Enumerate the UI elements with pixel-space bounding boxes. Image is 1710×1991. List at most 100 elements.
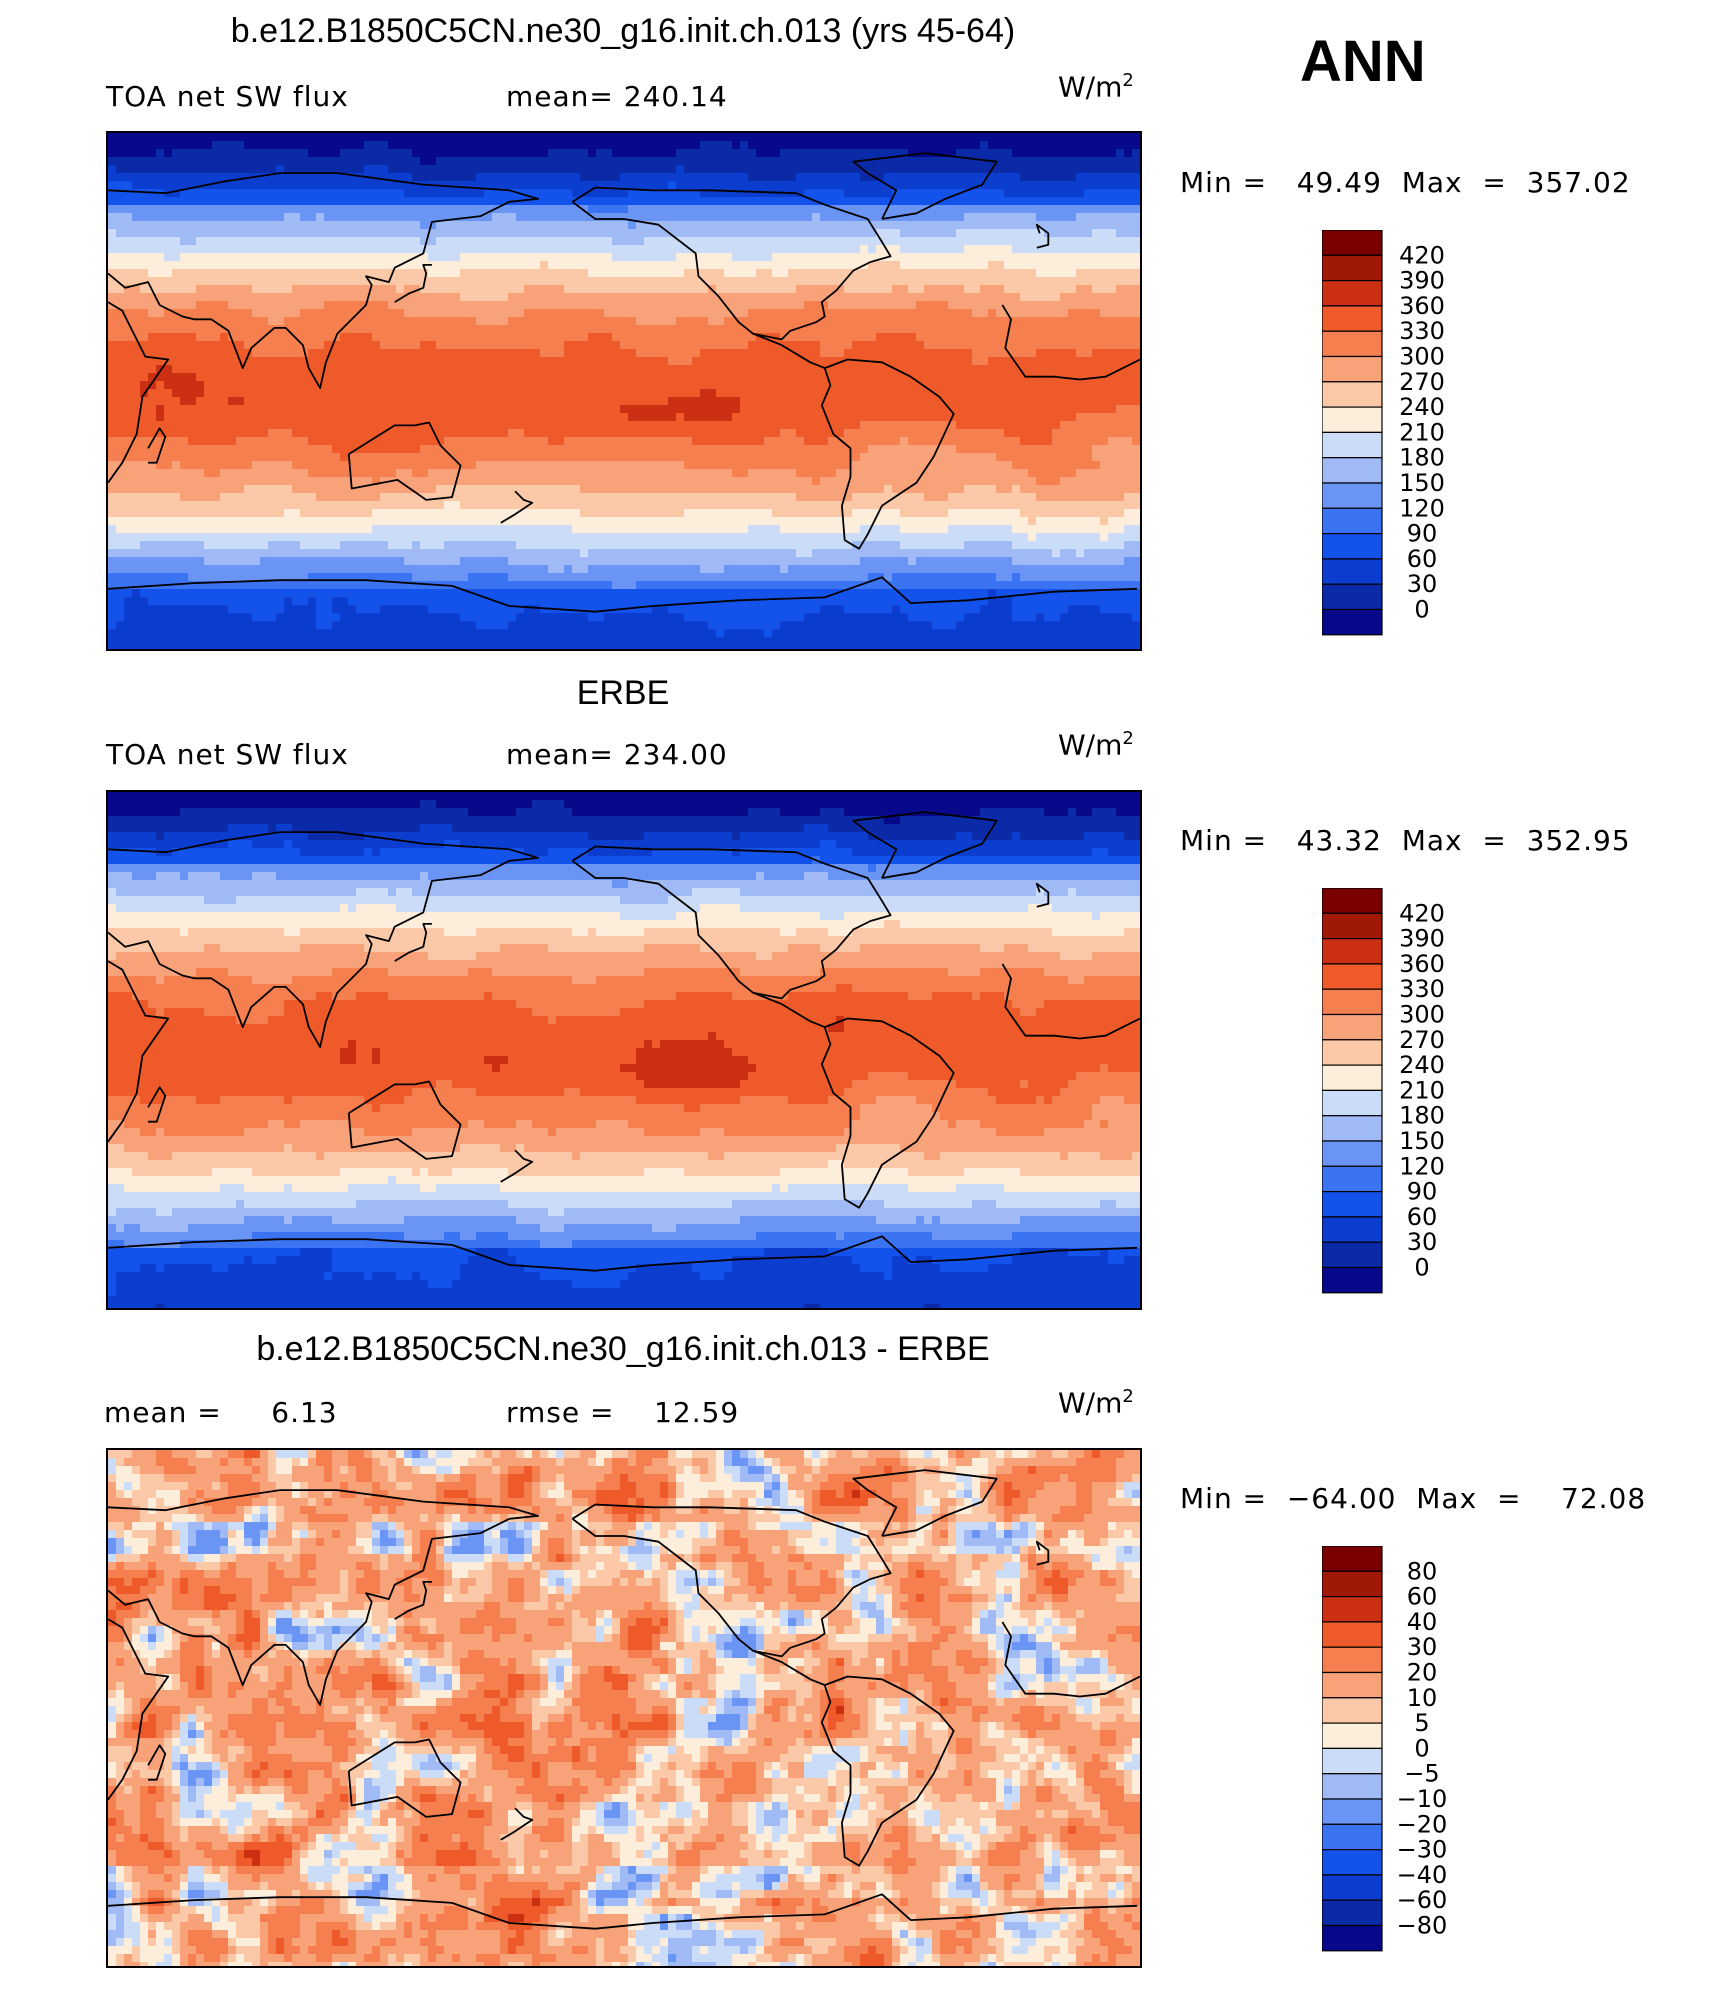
field-cell — [420, 405, 429, 414]
field-cell — [1028, 309, 1037, 318]
field-cell — [588, 389, 597, 398]
field-cell — [988, 269, 997, 278]
field-cell — [692, 389, 701, 398]
field-cell — [468, 429, 477, 438]
field-cell — [468, 165, 477, 174]
field-cell — [220, 349, 229, 358]
field-cell — [1052, 237, 1061, 246]
field-cell — [812, 261, 821, 270]
field-cell — [1108, 133, 1117, 142]
field-cell — [148, 333, 157, 342]
field-cell — [980, 397, 989, 406]
field-cell — [948, 205, 957, 214]
field-cell — [404, 365, 413, 374]
field-cell — [1012, 357, 1021, 366]
field-cell — [252, 205, 261, 214]
field-cell — [156, 181, 165, 190]
field-cell — [596, 197, 605, 206]
field-cell — [316, 397, 325, 406]
field-cell — [172, 181, 181, 190]
field-cell — [356, 357, 365, 366]
field-cell — [900, 141, 909, 150]
field-cell — [276, 421, 285, 430]
field-cell — [1100, 285, 1109, 294]
field-cell — [732, 301, 741, 310]
field-cell — [140, 365, 149, 374]
field-cell — [628, 149, 637, 158]
field-cell — [324, 245, 333, 254]
field-cell — [732, 309, 741, 318]
field-cell — [692, 381, 701, 390]
field-cell — [500, 189, 509, 198]
field-cell — [108, 189, 117, 198]
field-cell — [324, 261, 333, 270]
field-cell — [884, 285, 893, 294]
field-cell — [916, 245, 925, 254]
field-cell — [1012, 301, 1021, 310]
field-cell — [660, 229, 669, 238]
field-cell — [964, 405, 973, 414]
field-cell — [884, 189, 893, 198]
field-cell — [388, 381, 397, 390]
field-cell — [372, 213, 381, 222]
field-cell — [236, 365, 245, 374]
field-cell — [908, 293, 917, 302]
field-cell — [284, 349, 293, 358]
field-cell — [980, 325, 989, 334]
field-cell — [1092, 301, 1101, 310]
field-cell — [444, 157, 453, 166]
field-cell — [604, 341, 613, 350]
field-cell — [644, 205, 653, 214]
field-cell — [892, 141, 901, 150]
field-cell — [636, 405, 645, 414]
field-cell — [788, 365, 797, 374]
field-cell — [292, 349, 301, 358]
field-cell — [604, 157, 613, 166]
field-cell — [932, 341, 941, 350]
field-cell — [628, 389, 637, 398]
field-cell — [1124, 365, 1133, 374]
field-cell — [1100, 269, 1109, 278]
field-cell — [372, 197, 381, 206]
field-cell — [524, 197, 533, 206]
field-cell — [460, 221, 469, 230]
field-cell — [1028, 149, 1037, 158]
field-cell — [724, 309, 733, 318]
field-cell — [620, 389, 629, 398]
field-cell — [812, 381, 821, 390]
field-cell — [660, 301, 669, 310]
field-cell — [748, 357, 757, 366]
field-cell — [732, 357, 741, 366]
field-cell — [492, 301, 501, 310]
field-cell — [804, 173, 813, 182]
field-cell — [332, 381, 341, 390]
field-cell — [1028, 213, 1037, 222]
field-cell — [332, 205, 341, 214]
field-cell — [340, 373, 349, 382]
field-cell — [580, 181, 589, 190]
field-cell — [236, 341, 245, 350]
field-cell — [532, 397, 541, 406]
field-cell — [580, 277, 589, 286]
field-cell — [812, 269, 821, 278]
field-cell — [756, 149, 765, 158]
field-cell — [636, 285, 645, 294]
field-cell — [860, 221, 869, 230]
field-cell — [236, 397, 245, 406]
field-cell — [804, 221, 813, 230]
field-cell — [196, 237, 205, 246]
field-cell — [740, 277, 749, 286]
field-cell — [180, 309, 189, 318]
field-cell — [460, 253, 469, 262]
field-cell — [1028, 413, 1037, 422]
field-cell — [772, 277, 781, 286]
field-cell — [876, 189, 885, 198]
field-cell — [284, 365, 293, 374]
field-cell — [916, 421, 925, 430]
field-cell — [116, 157, 125, 166]
field-cell — [780, 437, 789, 446]
field-cell — [780, 133, 789, 142]
field-cell — [268, 293, 277, 302]
field-cell — [372, 317, 381, 326]
field-cell — [180, 157, 189, 166]
